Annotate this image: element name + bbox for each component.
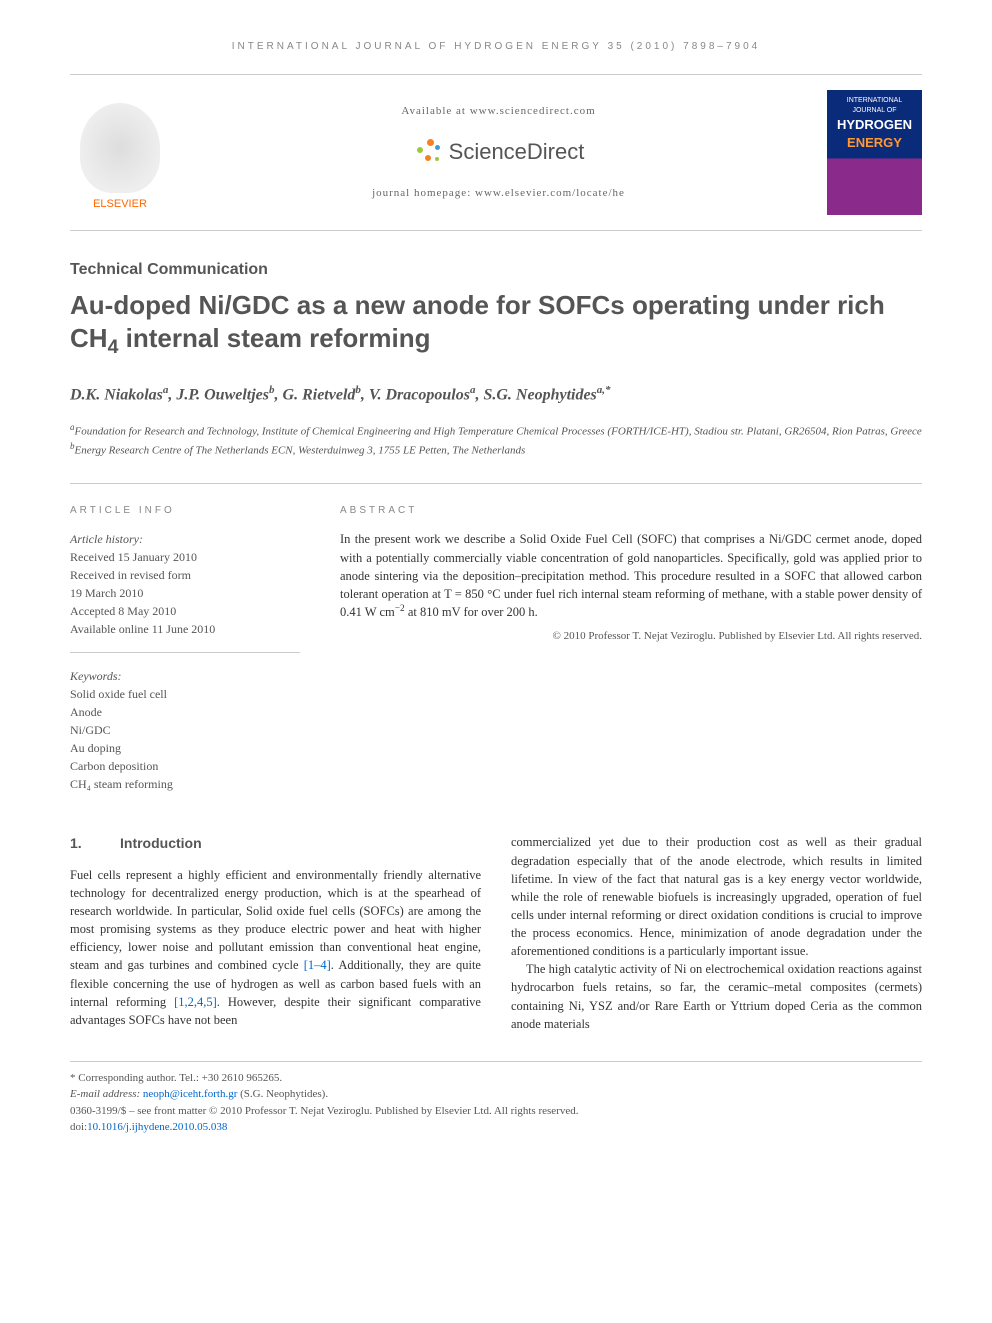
journal-cover-thumb: INTERNATIONAL JOURNAL OF HYDROGEN ENERGY <box>827 90 922 215</box>
cover-line1: INTERNATIONAL JOURNAL OF <box>833 96 916 116</box>
info-abstract-row: ARTICLE INFO Article history: Received 1… <box>70 483 922 793</box>
footer: * Corresponding author. Tel.: +30 2610 9… <box>70 1061 922 1136</box>
available-text: Available at www.sciencedirect.com <box>170 104 827 119</box>
kw-3: Au doping <box>70 739 300 757</box>
article-info: ARTICLE INFO Article history: Received 1… <box>70 504 300 793</box>
abstract-copyright: © 2010 Professor T. Nejat Veziroglu. Pub… <box>340 629 922 644</box>
article-title: Au-doped Ni/GDC as a new anode for SOFCs… <box>70 289 922 359</box>
cover-line2: HYDROGEN <box>833 116 916 134</box>
section-heading: 1.Introduction <box>70 833 481 853</box>
kw-0: Solid oxide fuel cell <box>70 685 300 703</box>
kw-4: Carbon deposition <box>70 757 300 775</box>
history-2: 19 March 2010 <box>70 584 300 602</box>
body-columns: 1.Introduction Fuel cells represent a hi… <box>70 833 922 1032</box>
section-num: 1. <box>70 833 120 853</box>
cover-line3: ENERGY <box>833 134 916 152</box>
body-col-right: commercialized yet due to their producti… <box>511 833 922 1032</box>
header-center: Available at www.sciencedirect.com Scien… <box>170 104 827 202</box>
authors: D.K. Niakolasa, J.P. Ouweltjesb, G. Riet… <box>70 383 922 407</box>
body-p1: Fuel cells represent a highly efficient … <box>70 866 481 1029</box>
elsevier-logo: ELSEVIER <box>70 93 170 213</box>
corresponding-author: * Corresponding author. Tel.: +30 2610 9… <box>70 1070 922 1087</box>
history-label: Article history: <box>70 530 300 548</box>
kw-2: Ni/GDC <box>70 721 300 739</box>
abstract-heading: ABSTRACT <box>340 504 922 518</box>
keywords-block: Keywords: Solid oxide fuel cell Anode Ni… <box>70 667 300 793</box>
page: INTERNATIONAL JOURNAL OF HYDROGEN ENERGY… <box>0 0 992 1166</box>
abstract-text: In the present work we describe a Solid … <box>340 530 922 621</box>
body-p2: commercialized yet due to their producti… <box>511 833 922 960</box>
doi-label: doi: <box>70 1121 87 1133</box>
history-4: Available online 11 June 2010 <box>70 620 300 638</box>
body-col-left: 1.Introduction Fuel cells represent a hi… <box>70 833 481 1032</box>
journal-header: ELSEVIER Available at www.sciencedirect.… <box>70 74 922 231</box>
email-label: E-mail address: <box>70 1088 140 1100</box>
front-matter: 0360-3199/$ – see front matter © 2010 Pr… <box>70 1103 922 1120</box>
corr-label: * Corresponding author. <box>70 1072 177 1084</box>
sd-brand-text: ScienceDirect <box>449 137 585 168</box>
email-link[interactable]: neoph@iceht.forth.gr <box>143 1088 237 1100</box>
sd-dots-icon <box>413 137 443 167</box>
running-head: INTERNATIONAL JOURNAL OF HYDROGEN ENERGY… <box>70 40 922 54</box>
doi-link[interactable]: 10.1016/j.ijhydene.2010.05.038 <box>87 1121 227 1133</box>
affiliations: aFoundation for Research and Technology,… <box>70 421 922 459</box>
homepage-text: journal homepage: www.elsevier.com/locat… <box>170 186 827 201</box>
kw-5: CH₄ steam reforming <box>70 775 300 793</box>
email-name: (S.G. Neophytides). <box>240 1088 328 1100</box>
sciencedirect-logo: ScienceDirect <box>413 137 585 168</box>
history-0: Received 15 January 2010 <box>70 548 300 566</box>
affiliation-b: bEnergy Research Centre of The Netherlan… <box>70 440 922 459</box>
abstract-column: ABSTRACT In the present work we describe… <box>340 504 922 793</box>
body-p3: The high catalytic activity of Ni on ele… <box>511 960 922 1033</box>
article-history: Article history: Received 15 January 201… <box>70 530 300 653</box>
history-1: Received in revised form <box>70 566 300 584</box>
doi-line: doi:10.1016/j.ijhydene.2010.05.038 <box>70 1119 922 1136</box>
elsevier-tree-icon <box>80 103 160 193</box>
info-heading: ARTICLE INFO <box>70 504 300 518</box>
section-title: Introduction <box>120 835 202 851</box>
article-type: Technical Communication <box>70 259 922 281</box>
history-3: Accepted 8 May 2010 <box>70 602 300 620</box>
kw-1: Anode <box>70 703 300 721</box>
email-line: E-mail address: neoph@iceht.forth.gr (S.… <box>70 1086 922 1103</box>
keywords-label: Keywords: <box>70 667 300 685</box>
corr-tel: Tel.: +30 2610 965265. <box>179 1072 282 1084</box>
affiliation-a: aFoundation for Research and Technology,… <box>70 421 922 440</box>
elsevier-text: ELSEVIER <box>93 197 147 212</box>
